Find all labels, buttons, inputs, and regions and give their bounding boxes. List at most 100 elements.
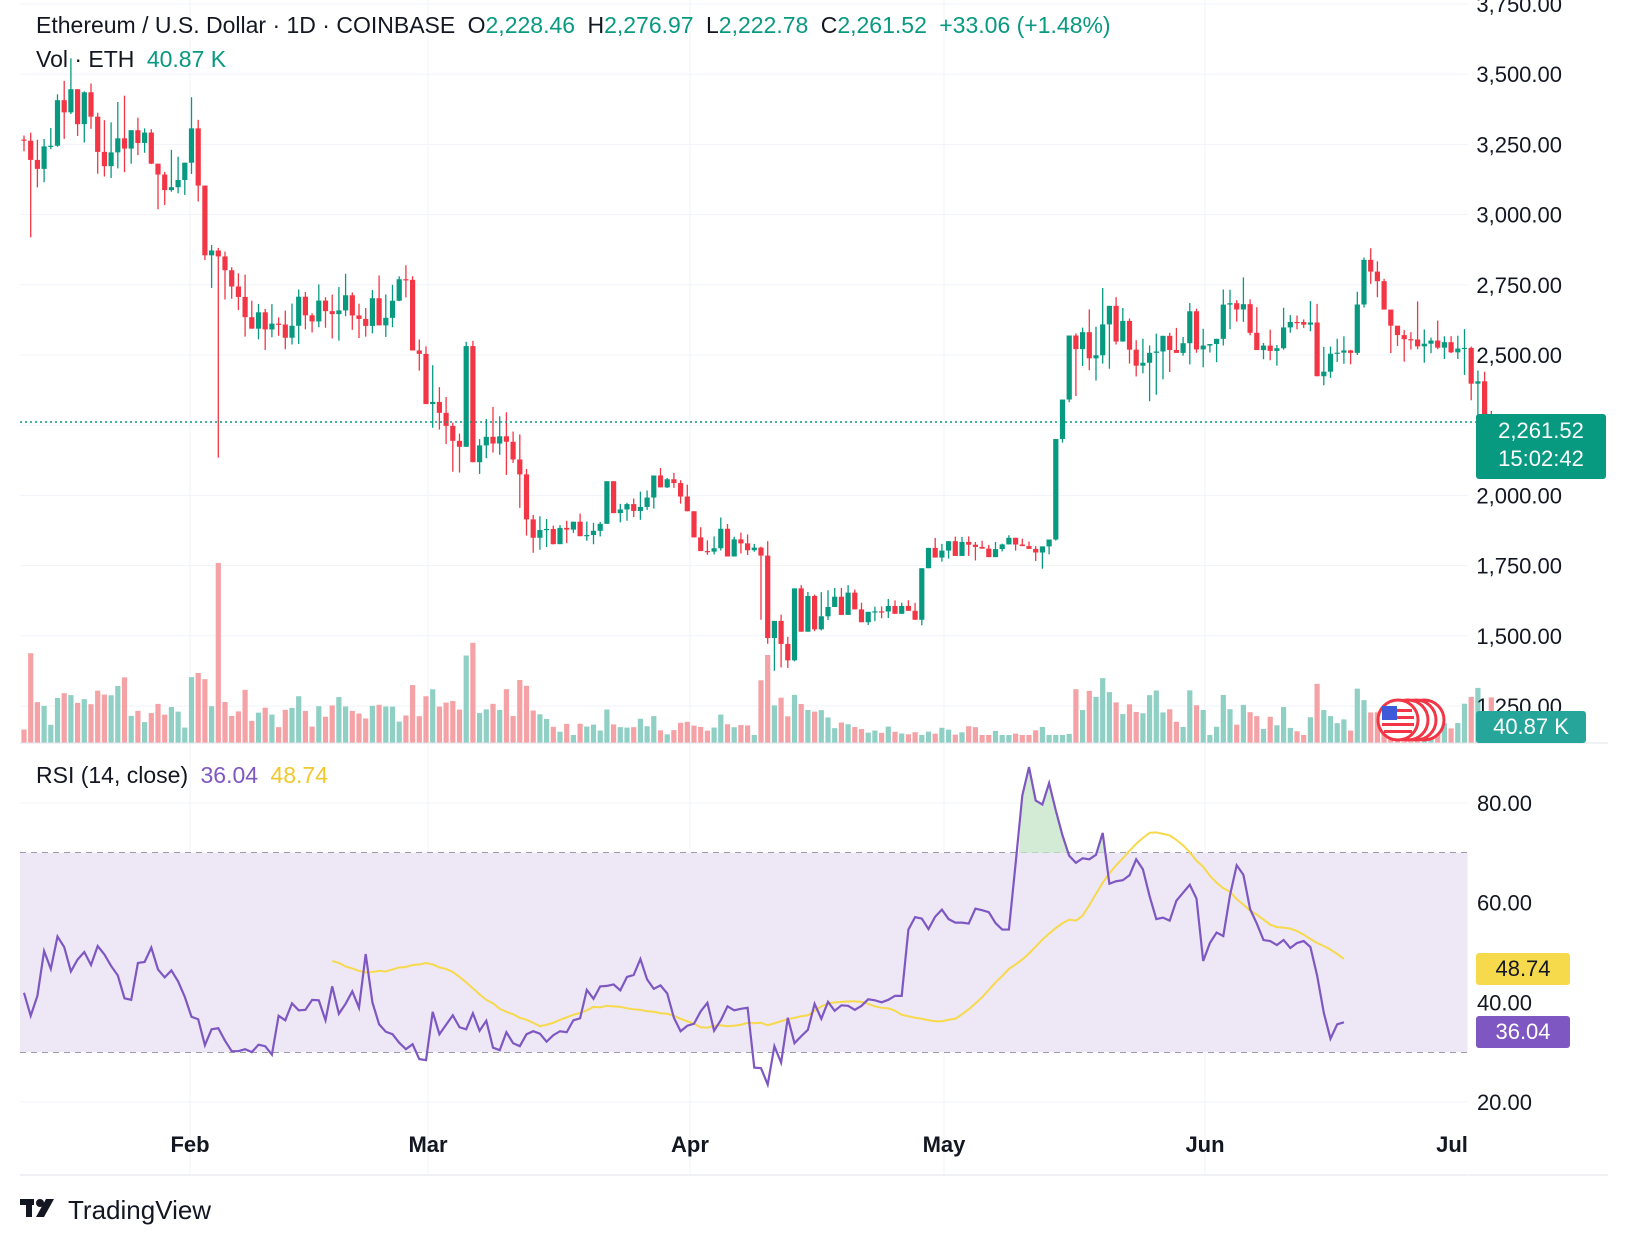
candle-body <box>972 544 978 547</box>
last-price-value: 2,261.52 <box>1498 418 1584 443</box>
candle-body <box>858 609 865 623</box>
volume-bar <box>276 727 282 743</box>
volume-bar <box>396 721 402 743</box>
candle-body <box>604 481 610 524</box>
tradingview-logo[interactable]: TradingView <box>20 1195 211 1226</box>
volume-bar <box>1234 724 1240 743</box>
volume-bar <box>1441 723 1447 743</box>
candle-body <box>1327 353 1334 372</box>
candle-body <box>209 250 215 256</box>
rsi-value: 36.04 <box>200 762 259 788</box>
volume-bar <box>322 716 329 743</box>
rsi-axis[interactable]: 80.00 60.00 40.00 20.00 <box>1477 791 1532 1115</box>
candle <box>564 520 570 544</box>
candle-body <box>242 296 248 318</box>
price-axis[interactable]: 3,750.00 3,500.00 3,250.00 3,000.00 2,750.00… <box>1476 0 1562 719</box>
candle <box>188 97 195 174</box>
candle <box>1307 301 1313 332</box>
candle <box>1448 336 1454 354</box>
candle-body <box>1341 350 1347 353</box>
rsi-lines <box>22 766 1345 1089</box>
candle-body <box>255 312 262 329</box>
candle-body <box>1227 303 1233 305</box>
candle <box>490 406 496 453</box>
volume-bar <box>329 705 335 743</box>
candle-body <box>235 286 241 297</box>
volume-bar <box>209 706 215 743</box>
candle <box>852 589 858 610</box>
candle-body <box>919 568 925 620</box>
volume-bar <box>818 710 824 743</box>
candle <box>316 284 322 328</box>
candle-body <box>222 256 228 271</box>
candle-body <box>1193 311 1200 350</box>
volume-bar <box>423 696 429 743</box>
volume-bar <box>389 706 396 743</box>
candle-body <box>704 551 710 553</box>
volume-bar <box>34 702 40 743</box>
volume-bar <box>202 679 208 743</box>
volume-bar <box>557 731 563 743</box>
candle <box>986 544 992 558</box>
candle-body <box>590 530 597 536</box>
volume-bar <box>1173 721 1179 743</box>
volume-bar <box>946 729 952 743</box>
rsi-label[interactable]: RSI (14, close) <box>36 762 189 788</box>
candle-body <box>21 139 27 141</box>
candle <box>1180 336 1186 356</box>
volume-bar <box>75 702 81 743</box>
price-tick-label: 3,250.00 <box>1476 132 1562 157</box>
rsi-tag: 36.04 <box>1476 1016 1570 1048</box>
volume-label[interactable]: Vol · ETH <box>36 46 135 72</box>
candle <box>1240 277 1246 322</box>
candle-body <box>1435 340 1441 348</box>
volume-bar <box>865 732 871 743</box>
candle <box>1287 315 1293 333</box>
candle-body <box>1260 345 1267 351</box>
candle-body <box>1160 335 1166 352</box>
candle-body <box>396 279 402 301</box>
volume-bar <box>1281 707 1287 743</box>
candle-body <box>678 483 684 497</box>
candle-body <box>188 128 195 163</box>
candle <box>1455 335 1461 359</box>
candle <box>1006 535 1012 545</box>
candle <box>343 273 349 317</box>
candle-body <box>1348 350 1354 353</box>
candle-body <box>785 643 791 661</box>
candle <box>624 502 630 521</box>
price-tick-label: 3,000.00 <box>1476 203 1562 228</box>
symbol-title[interactable]: Ethereum / U.S. Dollar · 1D · COINBASE <box>36 12 456 38</box>
volume-bar <box>986 735 992 743</box>
rsi-ma-line <box>331 831 1345 1029</box>
candle <box>758 546 764 620</box>
candle <box>249 300 255 329</box>
volume-bar <box>175 711 181 743</box>
volume-bar <box>463 655 469 743</box>
volume-bar <box>530 710 536 743</box>
candle <box>1133 340 1139 377</box>
candle <box>1026 541 1032 549</box>
candle <box>1073 333 1079 397</box>
candle <box>1254 307 1260 351</box>
candle-body <box>162 174 168 191</box>
volume-bar <box>1374 712 1380 743</box>
volume-bar <box>731 727 737 743</box>
volume-bar <box>1227 709 1233 743</box>
candle <box>664 477 670 488</box>
economic-events-icon[interactable] <box>1376 697 1446 743</box>
volume-bar <box>235 711 241 743</box>
volume-bar <box>1193 705 1200 743</box>
time-axis[interactable]: Feb Mar Apr May Jun Jul <box>170 1132 1467 1157</box>
candle <box>81 91 87 143</box>
volume-bar <box>1274 725 1280 743</box>
candle <box>785 636 791 668</box>
candle-body <box>463 346 469 447</box>
volume-bar <box>1314 683 1320 743</box>
volume-bar <box>671 730 677 743</box>
candle-body <box>269 323 275 330</box>
volume-bar <box>805 710 811 743</box>
candle <box>450 422 456 472</box>
volume-bar <box>108 695 114 743</box>
